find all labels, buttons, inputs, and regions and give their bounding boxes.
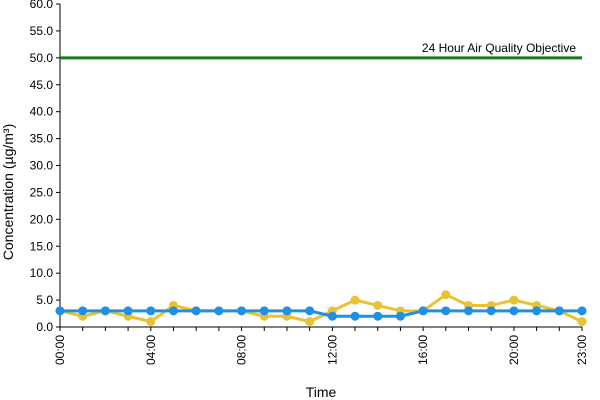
y-tick-label: 45.0	[30, 78, 54, 92]
y-tick-label: 40.0	[30, 105, 54, 119]
y-tick-label: 15.0	[30, 239, 54, 253]
x-tick-label: 08:00	[235, 335, 249, 365]
series-layer	[55, 290, 587, 327]
data-point	[214, 306, 224, 316]
data-point	[395, 311, 405, 321]
x-tick-label: 00:00	[53, 335, 67, 365]
data-point	[191, 306, 201, 316]
ticks-layer: 0.0 5.0 10.0 15.0 20.0 25.0 30.0 35.0 40.0 45.0 50…	[30, 0, 589, 365]
data-point	[373, 311, 383, 321]
data-point	[577, 306, 587, 316]
series-line	[59, 293, 583, 324]
data-point	[441, 306, 451, 316]
y-tick-label: 20.0	[30, 212, 54, 226]
x-tick-label: 04:00	[144, 335, 158, 365]
data-point	[100, 306, 110, 316]
data-point	[259, 306, 269, 316]
reference-line-label: 24 Hour Air Quality Objective	[422, 41, 576, 55]
data-point	[327, 311, 337, 321]
data-point	[554, 306, 564, 316]
y-tick-label: 60.0	[30, 0, 54, 11]
series-2	[55, 306, 587, 321]
data-point	[441, 290, 451, 300]
y-axis-title: Concentration (µg/m³)	[0, 124, 16, 260]
data-point	[282, 306, 292, 316]
data-point	[418, 306, 428, 316]
data-point	[146, 317, 156, 327]
x-tick-label: 12:00	[325, 335, 339, 365]
data-point	[509, 295, 519, 305]
series-1	[55, 290, 587, 327]
x-axis-title: Time	[306, 384, 337, 400]
y-tick-label: 0.0	[36, 320, 53, 334]
y-tick-label: 5.0	[36, 293, 53, 307]
data-point	[237, 306, 247, 316]
y-tick-label: 10.0	[30, 266, 54, 280]
data-point	[464, 306, 474, 316]
data-point	[305, 306, 315, 316]
data-point	[486, 306, 496, 316]
data-point	[373, 300, 383, 310]
data-point	[168, 306, 178, 316]
x-tick-label: 20:00	[507, 335, 521, 365]
reference-layer: 24 Hour Air Quality Objective	[60, 41, 582, 60]
y-tick-label: 50.0	[30, 51, 54, 65]
y-tick-label: 55.0	[30, 24, 54, 38]
data-point	[532, 306, 542, 316]
x-tick-label: 16:00	[416, 335, 430, 365]
y-tick-label: 35.0	[30, 132, 54, 146]
data-point	[305, 317, 315, 327]
data-point	[55, 306, 65, 316]
y-tick-label: 25.0	[30, 185, 54, 199]
data-point	[577, 317, 587, 327]
data-point	[350, 311, 360, 321]
data-point	[123, 306, 133, 316]
data-point	[78, 306, 88, 316]
x-tick-label: 23:00	[575, 335, 589, 365]
data-point	[509, 306, 519, 316]
data-point	[146, 306, 156, 316]
data-point	[350, 295, 360, 305]
y-tick-label: 30.0	[30, 159, 54, 173]
